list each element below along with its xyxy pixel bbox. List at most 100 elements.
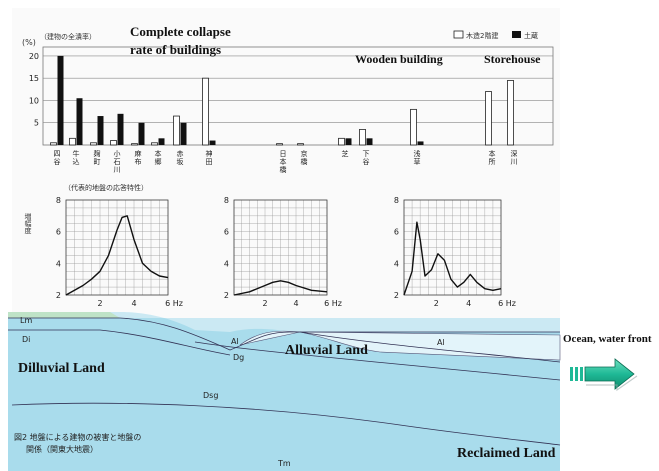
response-x-tick: 6 Hz xyxy=(498,299,516,308)
cross-section-boundary-4 xyxy=(11,402,561,446)
response-y-tick: 4 xyxy=(56,259,61,268)
bar-storehouse xyxy=(158,138,165,145)
layer-di: Di xyxy=(22,335,30,344)
bar-wooden xyxy=(338,137,345,146)
bar-storehouse xyxy=(76,98,83,145)
bar-wooden xyxy=(50,142,57,146)
bar-wooden xyxy=(297,143,304,146)
response-y-tick: 6 xyxy=(224,228,229,237)
bar-wooden xyxy=(359,129,366,146)
response-x-tick: 2 xyxy=(262,299,267,308)
bar-category-label: 牛込 xyxy=(73,149,80,166)
bar-wooden xyxy=(202,77,209,146)
response-x-tick: 2 xyxy=(97,299,102,308)
bar-category-label: 麻布 xyxy=(135,149,142,166)
cross-section: Lm Di Al Dg Dsg Al Tm 図2 地盤による建物の被害と地盤の … xyxy=(8,312,561,471)
label-ocean: Ocean, water front xyxy=(563,333,652,345)
response-y-tick: 6 xyxy=(56,228,61,237)
cross-section-boundary-1 xyxy=(8,329,231,356)
bar-wooden xyxy=(69,137,76,146)
figure-caption-line2: 関係（関東大地震） xyxy=(26,444,98,454)
bar-wooden xyxy=(276,143,283,146)
layer-al-2: Al xyxy=(437,338,445,347)
response-y-tick: 2 xyxy=(224,291,229,300)
legend-wooden-jp: 木造2階建 xyxy=(466,31,498,40)
response-x-tick: 4 xyxy=(466,299,471,308)
response-y-tick: 4 xyxy=(394,259,399,268)
label-collapse-line1: Complete collapse xyxy=(130,24,231,39)
response-chart-3: 2 4 6 8 2 4 6 Hz xyxy=(394,196,516,308)
bar-storehouse xyxy=(97,116,104,145)
bar-category-label: 麹町 xyxy=(94,149,101,166)
bar-wooden xyxy=(485,91,492,146)
legend-wooden-swatch xyxy=(453,30,464,39)
bar-storehouse xyxy=(117,113,124,145)
bar-wooden xyxy=(151,142,158,146)
cross-section-boundary-5 xyxy=(299,331,561,363)
response-chart-2: 2 4 6 8 2 4 6 Hz xyxy=(224,196,342,308)
response-curve xyxy=(233,280,328,296)
bar-category-label: 小石川 xyxy=(114,149,121,174)
bar-category-label: 京橋 xyxy=(301,149,308,166)
response-x-tick: 4 xyxy=(293,299,298,308)
response-curve xyxy=(403,221,502,296)
bar-category-label: 本所 xyxy=(489,149,496,166)
response-x-tick: 4 xyxy=(131,299,136,308)
label-dilluvial-land: Dilluvial Land xyxy=(18,361,105,376)
bar-category-label: 芝 xyxy=(342,149,349,158)
response-frame xyxy=(65,199,169,296)
bar-wooden xyxy=(90,142,97,146)
bar-category-label: 深川 xyxy=(511,149,518,166)
bar-wooden xyxy=(507,80,514,146)
response-y-tick: 8 xyxy=(394,196,399,205)
bar-y-tick-label: 20 xyxy=(29,52,39,61)
bar-category-label: 四谷 xyxy=(54,150,61,166)
bar-category-label: 本郷 xyxy=(155,149,162,166)
bar-storehouse xyxy=(180,122,187,145)
bar-storehouse xyxy=(138,122,145,145)
response-frame xyxy=(403,199,502,296)
response-x-tick: 6 Hz xyxy=(324,299,342,308)
layer-lm: Lm xyxy=(20,316,32,325)
response-y-tick: 4 xyxy=(224,259,229,268)
bar-chart-y-ticks: 5 10 15 20 xyxy=(29,52,39,128)
bar-category-label: 日本橋 xyxy=(280,150,287,174)
label-alluvial-land: Alluvial Land xyxy=(285,343,368,358)
bar-wooden xyxy=(110,140,117,146)
bar-category-label: 下谷 xyxy=(363,150,370,166)
bar-chart-bars xyxy=(50,55,514,146)
layer-tm: Tm xyxy=(277,459,291,468)
bar-category-label: 浅草 xyxy=(414,149,421,166)
label-storehouse: Storehouse xyxy=(484,52,541,66)
label-reclaimed-land: Reclaimed Land xyxy=(457,446,556,461)
bar-chart-y-unit: (%) xyxy=(22,38,36,47)
label-wooden-building: Wooden building xyxy=(355,52,443,66)
response-y-tick: 2 xyxy=(394,291,399,300)
response-caption: （代表的地盤の応答特性） xyxy=(64,183,148,192)
bar-category-label: 神田 xyxy=(206,149,213,166)
response-y-label: 増幅度 xyxy=(24,212,32,235)
bar-chart-grid xyxy=(43,55,553,124)
layer-dsg: Dsg xyxy=(203,391,218,400)
label-collapse-line2: rate of buildings xyxy=(130,42,222,57)
response-x-tick: 6 Hz xyxy=(165,299,183,308)
bar-category-label: 赤坂 xyxy=(177,150,184,166)
cross-section-boundary-3 xyxy=(194,341,561,381)
cross-section-upper-layer xyxy=(8,312,560,332)
response-curve xyxy=(65,215,169,296)
layer-al-1: Al xyxy=(231,337,239,346)
bar-chart-y-caption: （建物の全潰率） xyxy=(40,32,96,41)
legend-storehouse-jp: 土蔵 xyxy=(524,31,538,40)
response-y-tick: 6 xyxy=(394,228,399,237)
cross-section-alluvial-lens xyxy=(239,330,561,361)
cross-section-terrace xyxy=(8,312,120,318)
bar-y-tick-label: 10 xyxy=(29,96,39,105)
response-y-tick: 2 xyxy=(56,291,61,300)
bar-wooden xyxy=(131,143,138,146)
response-frame xyxy=(233,199,328,296)
bar-storehouse xyxy=(209,140,216,145)
bar-storehouse xyxy=(345,138,352,145)
figure-caption-line1: 図2 地盤による建物の被害と地盤の xyxy=(14,432,141,442)
